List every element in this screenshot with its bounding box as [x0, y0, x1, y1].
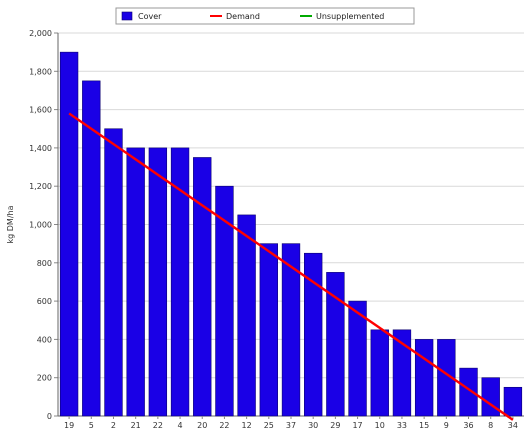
legend-label-unsupplemented: Unsupplemented	[316, 12, 384, 21]
y-tick-label: 1,000	[29, 221, 52, 230]
x-tick-label: 10	[375, 421, 385, 430]
legend-box	[115, 7, 415, 25]
bar-cover	[82, 80, 101, 417]
x-tick-label: 36	[463, 421, 473, 430]
x-tick-label: 5	[89, 421, 94, 430]
bar-cover	[414, 339, 434, 417]
x-tick-label: 4	[178, 421, 183, 430]
legend-label-demand: Demand	[226, 12, 260, 21]
x-tick-label: 9	[444, 421, 449, 430]
bar-cover	[170, 147, 190, 417]
y-tick-label: 1,200	[29, 182, 52, 191]
y-tick-label: 2,000	[29, 29, 52, 38]
x-tick-label: 20	[197, 421, 207, 430]
bar-cover	[259, 243, 278, 417]
x-tick-label: 2	[111, 421, 116, 430]
y-axis-label: kg DM/ha	[6, 205, 15, 243]
bar-cover	[237, 214, 256, 417]
x-tick-label: 22	[219, 421, 229, 430]
bar-cover	[193, 157, 212, 417]
x-tick-label: 29	[330, 421, 340, 430]
y-tick-label: 1,800	[29, 67, 52, 76]
y-tick-label: 600	[37, 297, 52, 306]
x-tick-label: 17	[352, 421, 362, 430]
bar-cover	[104, 128, 123, 417]
x-tick-label: 19	[64, 421, 74, 430]
y-tick-label: 800	[37, 259, 52, 268]
y-tick-label: 200	[37, 374, 52, 383]
y-tick-label: 0	[47, 412, 52, 421]
x-tick-label: 8	[488, 421, 493, 430]
x-tick-label: 12	[242, 421, 252, 430]
x-tick-label: 37	[286, 421, 296, 430]
legend-label-cover: Cover	[138, 12, 162, 21]
bar-cover	[370, 329, 389, 417]
y-tick-label: 1,400	[29, 144, 52, 153]
bar-cover	[59, 51, 79, 417]
x-tick-label: 34	[508, 421, 518, 430]
bar-cover	[148, 147, 168, 417]
y-tick-label: 400	[37, 335, 52, 344]
x-tick-label: 33	[397, 421, 407, 430]
bar-cover	[126, 147, 145, 417]
x-tick-label: 22	[153, 421, 163, 430]
x-tick-label: 30	[308, 421, 318, 430]
x-tick-label: 21	[131, 421, 141, 430]
y-tick-label: 1,600	[29, 106, 52, 115]
line-demand	[68, 112, 514, 421]
legend-swatch-cover	[121, 11, 133, 21]
x-tick-label: 25	[264, 421, 274, 430]
bar-cover	[503, 386, 523, 417]
x-tick-label: 15	[419, 421, 429, 430]
